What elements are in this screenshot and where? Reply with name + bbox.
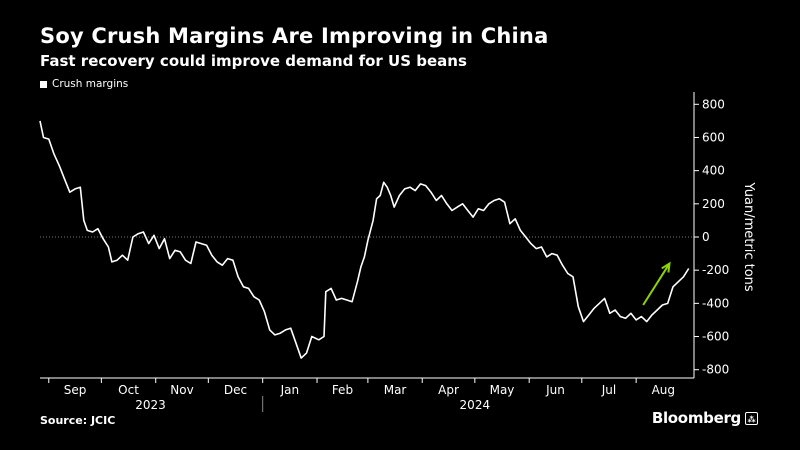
x-tick-label: Feb xyxy=(332,383,353,397)
legend-label: Crush margins xyxy=(52,78,129,90)
chart-subtitle: Fast recovery could improve demand for U… xyxy=(40,52,467,70)
x-tick-label: Mar xyxy=(384,383,407,397)
y-tick-label: 400 xyxy=(702,164,725,178)
brand-logo: Bloomberg ⁂ xyxy=(652,409,758,427)
x-tick-label: Jan xyxy=(280,383,300,397)
x-tick-label: Jun xyxy=(545,383,565,397)
y-tick-label: -400 xyxy=(702,296,729,310)
x-tick-label: Nov xyxy=(170,383,193,397)
y-tick-label: 800 xyxy=(702,97,725,111)
legend: Crush margins xyxy=(40,78,128,90)
bloomberg-mark-icon: ⁂ xyxy=(745,411,758,425)
x-tick-label: Oct xyxy=(118,383,139,397)
y-axis-label: Yuan/metric tons xyxy=(741,181,756,292)
trend-arrow-head-icon xyxy=(661,261,671,273)
x-tick-label: Apr xyxy=(438,383,459,397)
year-label: 2023 xyxy=(135,398,166,412)
chart-title: Soy Crush Margins Are Improving in China xyxy=(40,24,549,48)
y-tick-label: 200 xyxy=(702,197,725,211)
y-tick-label: 600 xyxy=(702,130,725,144)
series-line-crush-margins xyxy=(39,120,690,359)
x-tick-label: Sep xyxy=(64,383,87,397)
legend-swatch xyxy=(40,80,47,88)
x-tick-label: Dec xyxy=(224,383,247,397)
x-tick-label: Aug xyxy=(652,383,675,397)
x-tick-label: May xyxy=(490,383,515,397)
y-tick-label: -600 xyxy=(702,330,729,344)
source-note: Source: JCIC xyxy=(40,414,116,427)
brand-name: Bloomberg xyxy=(651,409,741,427)
y-tick-label: -200 xyxy=(702,263,729,277)
trend-arrow-shaft xyxy=(642,263,671,306)
y-tick-label: 0 xyxy=(702,230,710,244)
y-tick-label: -800 xyxy=(702,363,729,377)
year-label: 2024 xyxy=(460,398,491,412)
x-tick-label: Jul xyxy=(601,383,616,397)
